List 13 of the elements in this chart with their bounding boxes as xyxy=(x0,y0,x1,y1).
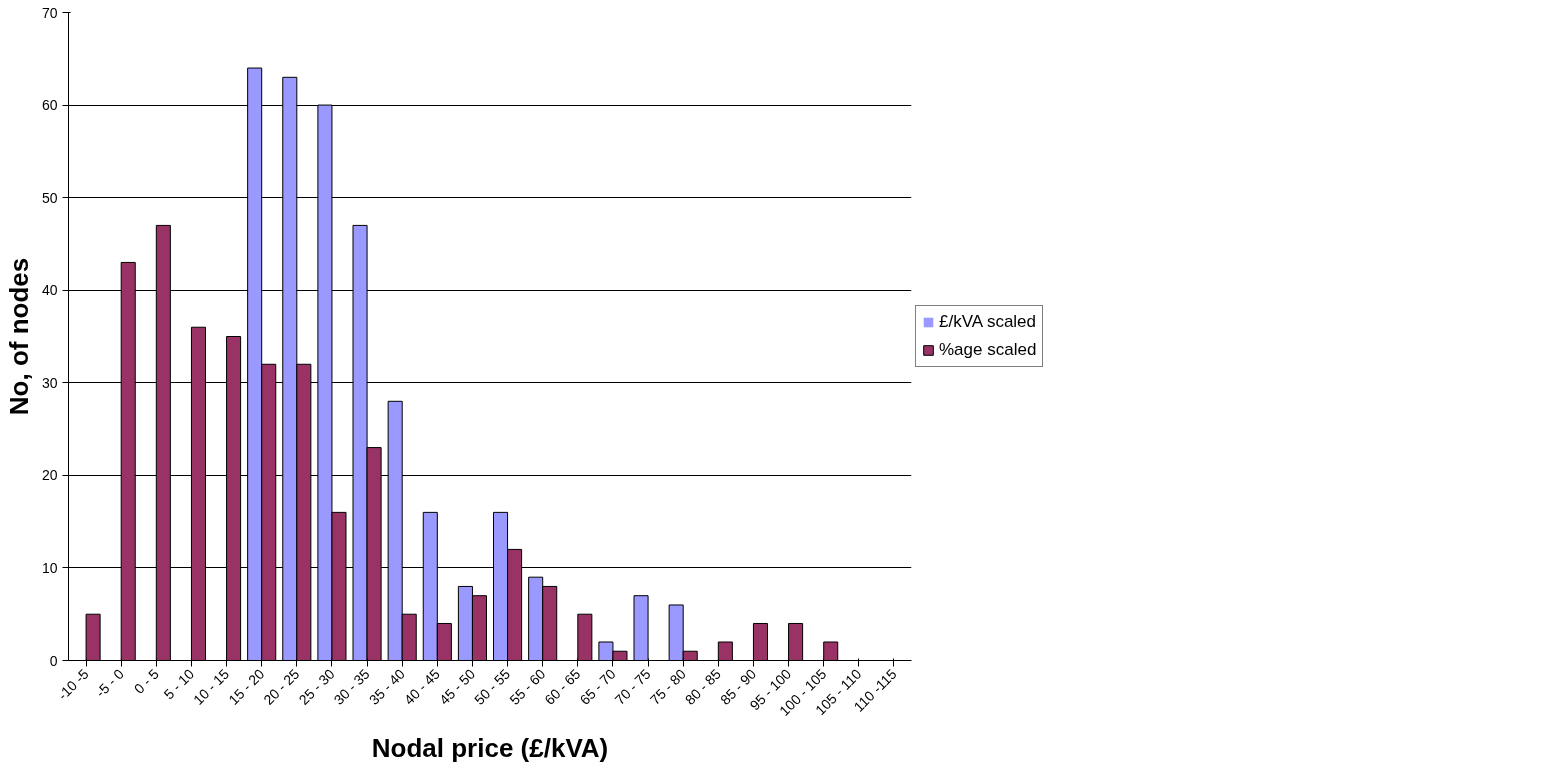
y-tick-label: 10 xyxy=(41,559,58,576)
x-axis-title: Nodal price (£/kVA) xyxy=(371,732,609,763)
x-tick-label: 0 - 5 xyxy=(130,665,163,697)
y-tick-label: 70 xyxy=(41,4,58,21)
y-tick-label: 50 xyxy=(41,189,58,206)
y-tick-label: 40 xyxy=(41,282,58,299)
y-axis-title: No, of nodes xyxy=(3,257,34,416)
y-tick-label: 20 xyxy=(41,467,58,484)
legend-label: £/kVA scaled xyxy=(939,312,1037,332)
legend-label: %age scaled xyxy=(939,340,1037,360)
y-tick-label: 30 xyxy=(41,374,58,391)
x-tick-label: -5 - 0 xyxy=(92,665,127,701)
y-tick-label: 60 xyxy=(41,97,58,114)
